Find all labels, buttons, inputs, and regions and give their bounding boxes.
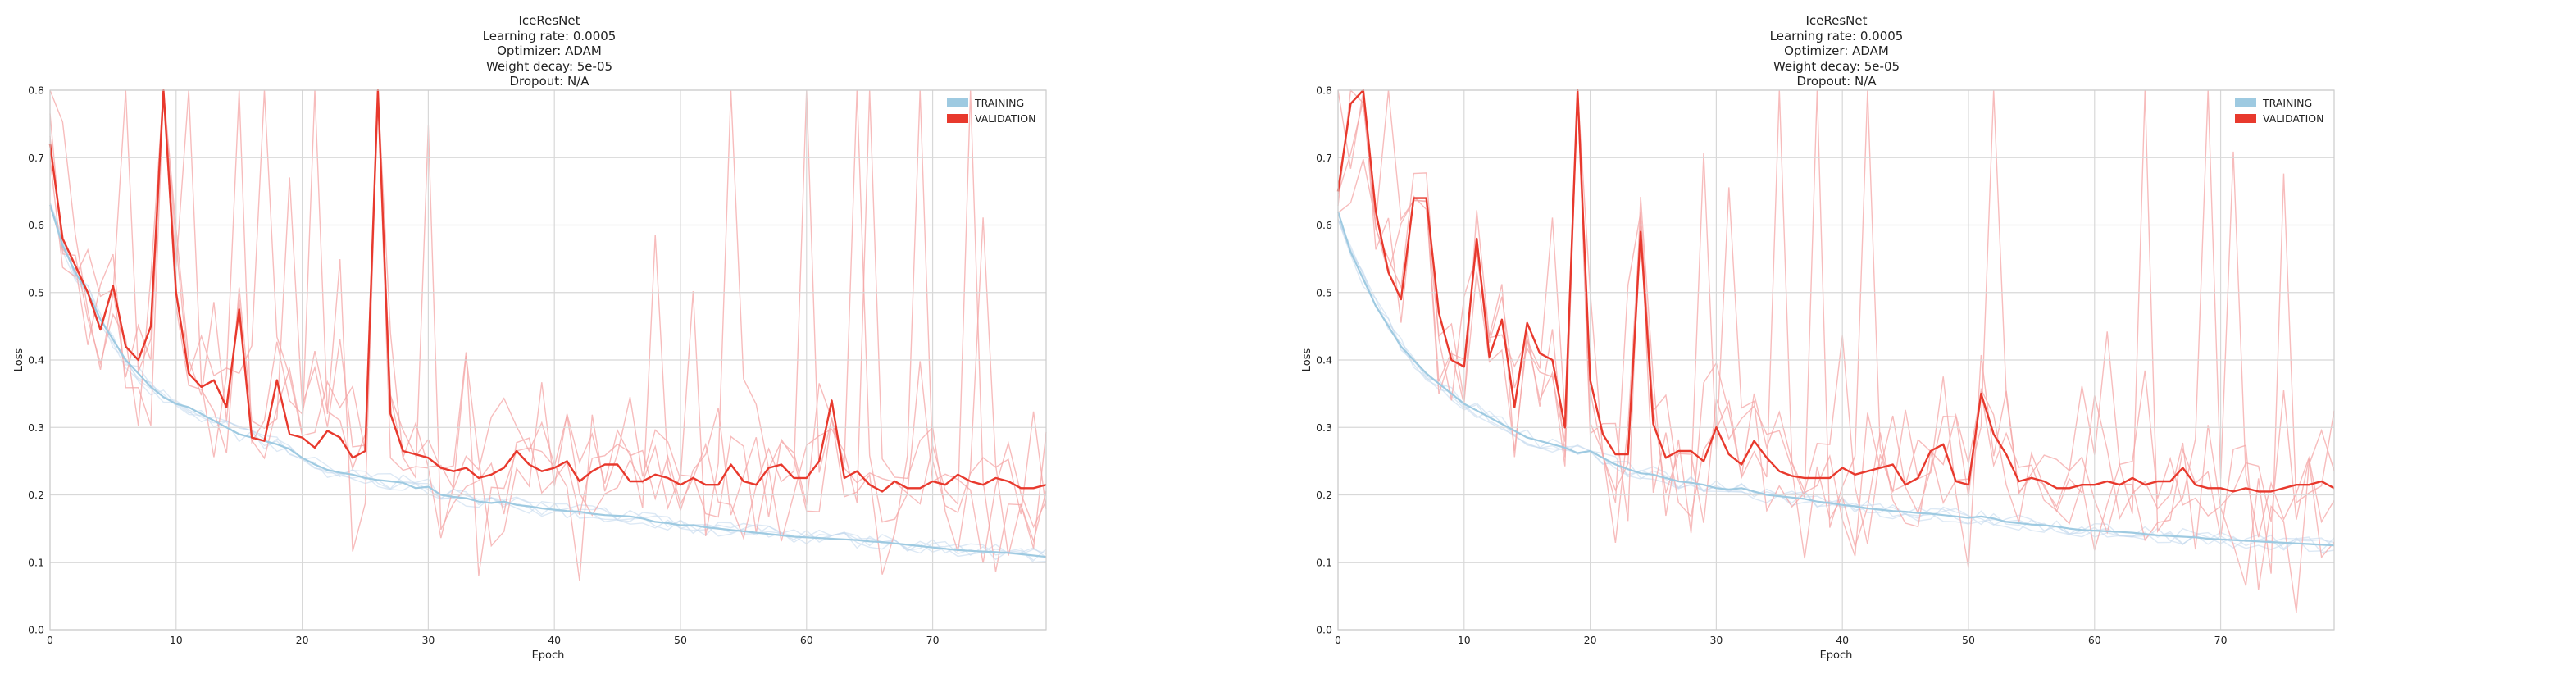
ticks-layer: 0.0 0.1 0.2 0.3 0.4 0.5 0.6 0.7 0.8 0 10 20 30 40 50 60…: [28, 84, 939, 647]
title-line: Dropout: N/A: [509, 74, 589, 89]
run-line: [49, 202, 1047, 563]
legend-swatch-training: [2235, 98, 2256, 107]
y-tick-label: 0.6: [1316, 219, 1332, 231]
run-line: [49, 89, 1047, 572]
x-tick-label: 20: [296, 634, 309, 646]
y-tick-label: 0.6: [28, 219, 44, 231]
legend-label-training: TRAINING: [2262, 97, 2312, 109]
legend-label-validation: VALIDATION: [975, 112, 1035, 125]
title-line: Optimizer: ADAM: [497, 43, 602, 58]
legend: TRAINING VALIDATION: [947, 97, 1035, 125]
series-line-validation: [48, 89, 1047, 493]
y-axis-label: Loss: [13, 348, 25, 372]
x-tick-label: 20: [1584, 634, 1597, 646]
run-line: [49, 89, 1047, 576]
x-tick-label: 10: [170, 634, 183, 646]
run-lines-layer: [1337, 89, 2335, 613]
x-tick-label: 30: [421, 634, 435, 646]
y-axis-label: Loss: [1301, 348, 1313, 372]
y-tick-label: 0.8: [1316, 84, 1332, 97]
run-line: [49, 89, 1047, 581]
series-line-validation: [1336, 89, 2335, 493]
legend-label-validation: VALIDATION: [2263, 112, 2323, 125]
x-tick-label: 10: [1458, 634, 1471, 646]
chart-panel-left: IceResNet Learning rate: 0.0005 Optimize…: [0, 0, 1287, 697]
legend-swatch-training: [947, 98, 968, 107]
x-axis-label: Epoch: [1820, 649, 1853, 662]
x-tick-label: 60: [2088, 634, 2101, 646]
y-tick-label: 0.0: [1316, 624, 1332, 636]
series-layer: [1336, 89, 2335, 547]
chart-plot: 0.0 0.1 0.2 0.3 0.4 0.5 0.6 0.7 0.8 0 10 20 30 40 50 60…: [1301, 84, 2335, 662]
run-lines-layer: [49, 89, 1047, 581]
run-line: [1337, 89, 2335, 538]
y-tick-label: 0.2: [28, 489, 44, 501]
run-line: [49, 202, 1047, 562]
grid-layer: [49, 89, 1046, 631]
y-tick-label: 0.3: [28, 421, 44, 434]
legend-swatch-validation: [947, 114, 968, 123]
grid-layer: [1337, 89, 2334, 631]
y-tick-label: 0.4: [1316, 354, 1332, 367]
plot-frame: [49, 89, 1047, 631]
x-tick-label: 60: [800, 634, 813, 646]
run-line: [1337, 89, 2335, 586]
y-tick-label: 0.8: [28, 84, 44, 97]
title-line: Dropout: N/A: [1796, 74, 1877, 89]
series-line-training: [1336, 211, 2335, 547]
y-tick-label: 0.5: [1316, 286, 1332, 298]
x-tick-label: 50: [674, 634, 687, 646]
x-tick-label: 0: [1335, 634, 1341, 646]
chart-title: IceResNet Learning rate: 0.0005 Optimize…: [303, 13, 795, 89]
y-tick-label: 0.0: [28, 624, 44, 636]
run-line: [1337, 219, 2335, 553]
run-line: [49, 203, 1047, 558]
x-tick-label: 70: [2214, 634, 2228, 646]
x-tick-label: 0: [47, 634, 53, 646]
chart-plot: 0.0 0.1 0.2 0.3 0.4 0.5 0.6 0.7 0.8 0 10 20 30 40 50 60…: [13, 84, 1047, 662]
y-tick-label: 0.4: [28, 354, 44, 367]
x-tick-label: 40: [1836, 634, 1849, 646]
x-tick-label: 40: [548, 634, 561, 646]
y-tick-label: 0.3: [1316, 421, 1332, 434]
title-line: IceResNet: [518, 13, 580, 28]
ticks-layer: 0.0 0.1 0.2 0.3 0.4 0.5 0.6 0.7 0.8 0 10 20 30 40 50 60…: [1316, 84, 2227, 647]
legend-swatch-validation: [2235, 114, 2256, 123]
chart-panel-right: IceResNet Learning rate: 0.0005 Optimize…: [1288, 0, 2575, 697]
y-tick-label: 0.7: [1316, 152, 1332, 164]
title-line: IceResNet: [1805, 13, 1868, 28]
x-tick-label: 50: [1962, 634, 1975, 646]
legend: TRAINING VALIDATION: [2235, 97, 2323, 125]
title-line: Learning rate: 0.0005: [1769, 28, 1904, 43]
run-line: [49, 89, 1047, 575]
series-layer: [48, 89, 1047, 558]
y-tick-label: 0.7: [28, 152, 44, 164]
y-tick-label: 0.2: [1316, 489, 1332, 501]
run-line: [1337, 219, 2335, 550]
title-line: Optimizer: ADAM: [1784, 43, 1889, 58]
y-tick-label: 0.1: [28, 556, 44, 568]
title-line: Weight decay: 5e-05: [1773, 58, 1900, 74]
title-line: Weight decay: 5e-05: [485, 58, 613, 74]
run-line: [49, 202, 1047, 558]
y-tick-label: 0.5: [28, 286, 44, 298]
x-tick-label: 30: [1709, 634, 1723, 646]
title-line: Learning rate: 0.0005: [482, 28, 617, 43]
chart-title: IceResNet Learning rate: 0.0005 Optimize…: [1591, 13, 2082, 89]
series-line-training: [48, 204, 1047, 558]
x-axis-label: Epoch: [532, 649, 565, 662]
legend-label-training: TRAINING: [974, 97, 1024, 109]
x-tick-label: 70: [926, 634, 940, 646]
y-tick-label: 0.1: [1316, 556, 1332, 568]
plot-frame: [1337, 89, 2335, 631]
